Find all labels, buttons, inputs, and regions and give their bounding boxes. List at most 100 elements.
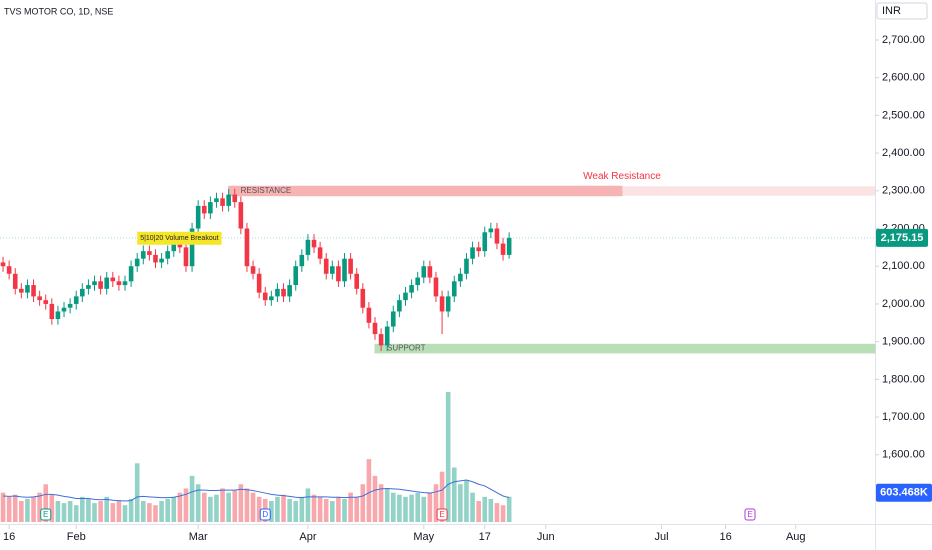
- volume-bar: [275, 496, 280, 522]
- candle-body: [98, 281, 103, 289]
- candle-body: [189, 228, 195, 267]
- volume-bar: [6, 496, 12, 522]
- candle-body: [256, 273, 262, 293]
- last-volume-box: [876, 483, 932, 502]
- volume-bar: [458, 484, 463, 522]
- volume-bar: [415, 492, 420, 522]
- candle-body: [201, 205, 207, 214]
- volume-bar: [409, 494, 414, 522]
- volume-bar: [390, 492, 396, 522]
- candle-body: [49, 303, 55, 320]
- candle-body: [366, 307, 372, 323]
- volume-bar: [214, 494, 219, 522]
- volume-ma-line: [3, 479, 510, 502]
- candle-body: [37, 296, 42, 301]
- volume-bar: [116, 501, 122, 522]
- candle-body: [458, 273, 463, 282]
- volume-bar: [128, 498, 134, 522]
- candle-body: [464, 258, 469, 274]
- zone-label: SUPPORT: [387, 344, 426, 353]
- candle-body: [409, 285, 414, 293]
- x-tick-label: 16: [3, 531, 15, 543]
- event-marker[interactable]: [744, 508, 756, 521]
- currency-box[interactable]: [876, 2, 928, 20]
- y-tick-label: 2,500.00: [882, 109, 925, 121]
- event-marker[interactable]: [436, 508, 448, 521]
- volume-bar: [61, 503, 67, 522]
- candle-body: [25, 285, 30, 293]
- candle-body: [55, 311, 61, 320]
- candle-body: [134, 258, 140, 267]
- chart-title: TVS MOTOR CO, 1D, NSE: [4, 6, 113, 16]
- currency[interactable]: INR: [882, 5, 901, 17]
- candle-body: [439, 296, 445, 312]
- event-label[interactable]: E: [747, 510, 752, 519]
- volume-bar: [177, 492, 183, 522]
- candle-body: [360, 288, 366, 308]
- candle-body: [299, 254, 305, 267]
- y-tick-label: 1,700.00: [882, 411, 925, 423]
- volume-bar: [55, 501, 61, 522]
- volume-bar: [323, 498, 329, 522]
- candle-body: [147, 251, 152, 255]
- candle-body: [470, 247, 475, 259]
- zone-extension: [621, 186, 875, 196]
- volume-bar: [342, 498, 347, 522]
- event-marker[interactable]: [40, 508, 52, 521]
- volume-bar: [147, 503, 152, 522]
- candle-body: [122, 281, 128, 286]
- event-label[interactable]: E: [43, 510, 48, 519]
- volume-bar: [403, 496, 408, 522]
- volume-bar: [189, 475, 195, 522]
- y-tick-label: 2,400.00: [882, 147, 925, 159]
- volume-bar: [287, 498, 292, 522]
- volume-bar: [37, 492, 42, 522]
- volume-bar: [159, 501, 164, 522]
- volume-bar: [201, 492, 207, 522]
- candle-body: [183, 247, 189, 267]
- y-tick-label: 1,900.00: [882, 336, 925, 348]
- volume-bar: [195, 484, 201, 522]
- x-tick-label: Jul: [655, 531, 669, 543]
- event-marker[interactable]: [259, 508, 271, 521]
- last-volume-label: 603.468K: [880, 487, 928, 499]
- candle-body: [262, 292, 268, 301]
- volume-bar: [482, 496, 488, 522]
- candle-body: [482, 232, 488, 252]
- volume-bar: [67, 501, 73, 522]
- candle-body: [0, 262, 6, 267]
- volume-bar: [336, 496, 341, 522]
- candle-body: [80, 288, 85, 297]
- x-tick-label: Jun: [537, 531, 555, 543]
- volume-bar: [49, 494, 55, 522]
- candle-body: [6, 266, 12, 274]
- candle-body: [317, 247, 323, 259]
- candle-body: [171, 243, 177, 252]
- candle-body: [500, 243, 506, 255]
- candle-body: [73, 296, 79, 304]
- candle-body: [488, 228, 494, 233]
- annotation: 5|10|20 Volume Breakout: [140, 235, 218, 242]
- candle-body: [12, 273, 18, 289]
- candle-body: [330, 266, 335, 274]
- event-label[interactable]: E: [439, 510, 444, 519]
- candle-body: [415, 277, 420, 286]
- volume-bar: [421, 496, 427, 522]
- candle-body: [195, 205, 201, 229]
- candle-body: [104, 277, 110, 289]
- x-tick-label: Aug: [786, 531, 806, 543]
- candle-body: [244, 228, 250, 267]
- volume-bar: [488, 498, 494, 522]
- event-label[interactable]: D: [262, 510, 268, 519]
- candle-body: [390, 311, 396, 327]
- volume-bar: [12, 494, 18, 522]
- candle-body: [128, 266, 134, 282]
- candle-body: [336, 266, 341, 282]
- volume-bar: [439, 471, 445, 522]
- candle-body: [43, 300, 49, 304]
- volume-bar: [500, 505, 506, 522]
- volume-bar: [384, 488, 390, 522]
- candle-body: [342, 258, 347, 282]
- candle-body: [372, 322, 378, 335]
- candle-body: [348, 258, 353, 274]
